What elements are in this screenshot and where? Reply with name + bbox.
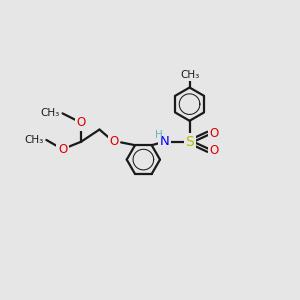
Text: S: S [185, 135, 194, 149]
Text: O: O [209, 127, 218, 140]
Text: O: O [76, 116, 85, 129]
Text: N: N [159, 135, 169, 148]
Text: O: O [209, 144, 218, 157]
Text: H: H [155, 130, 163, 140]
Text: CH₃: CH₃ [40, 108, 60, 118]
Text: CH₃: CH₃ [180, 70, 199, 80]
Text: CH₃: CH₃ [24, 135, 44, 145]
Text: O: O [109, 135, 119, 148]
Text: O: O [58, 143, 67, 156]
